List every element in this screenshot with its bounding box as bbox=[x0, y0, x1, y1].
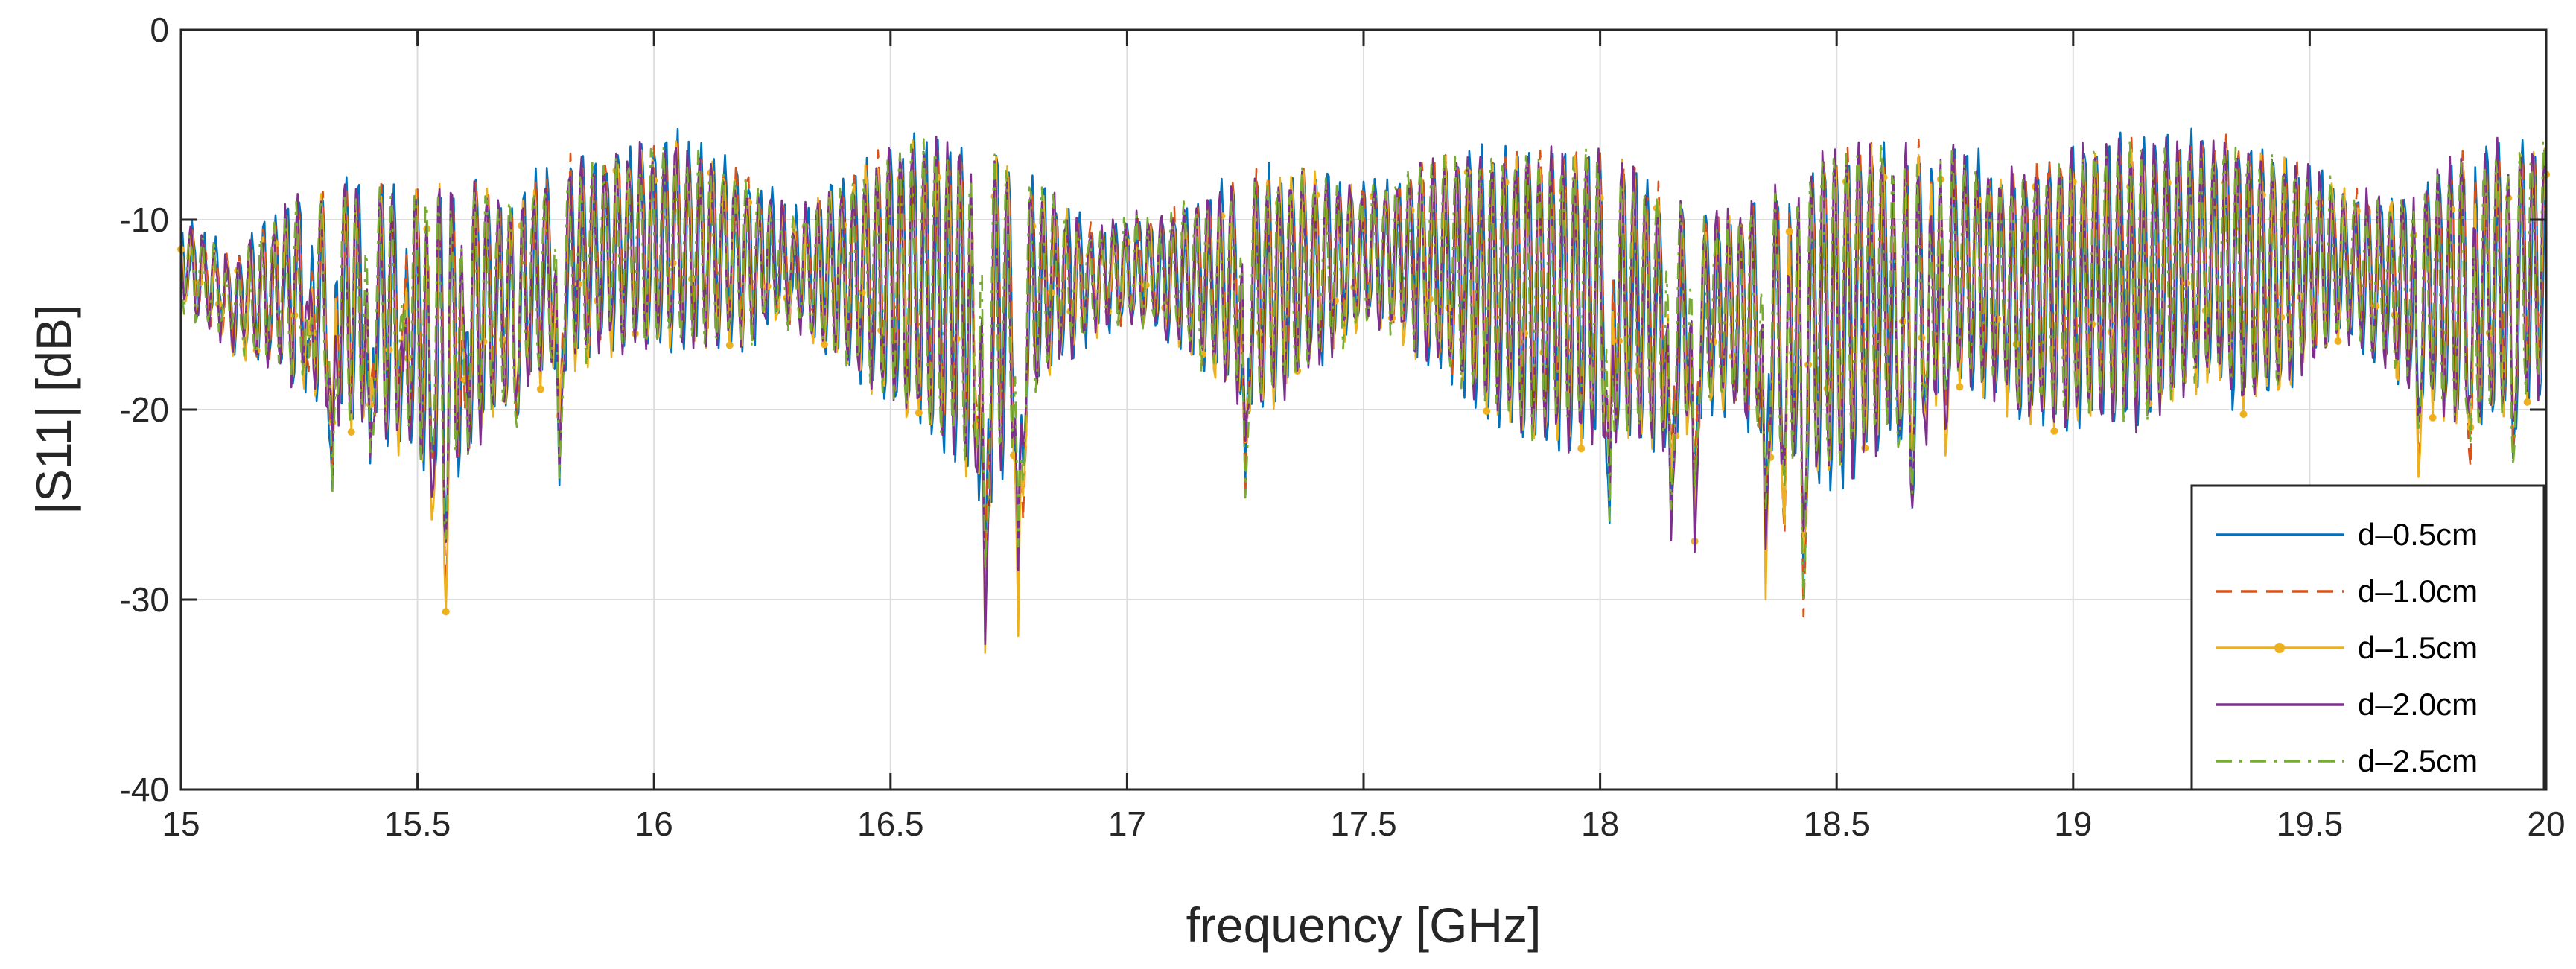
y-axis-title: |S11| [dB] bbox=[26, 305, 81, 515]
x-tick-label: 20 bbox=[2527, 804, 2565, 843]
x-tick-label: 16 bbox=[635, 804, 673, 843]
series-marker bbox=[1425, 295, 1434, 303]
series-marker bbox=[1766, 453, 1775, 461]
x-tick-label: 15.5 bbox=[384, 804, 451, 843]
x-tick-label: 17 bbox=[1108, 804, 1146, 843]
series-marker bbox=[1785, 228, 1793, 235]
y-tick-label: -40 bbox=[120, 770, 169, 809]
legend: d–0.5cm d–1.0cm d–1.5cm d–2.0cm d–2.5cm bbox=[2190, 484, 2545, 791]
legend-label: d–0.5cm bbox=[2358, 517, 2478, 552]
legend-label: d–1.0cm bbox=[2358, 574, 2478, 609]
x-tick-label: 19.5 bbox=[2277, 804, 2344, 843]
legend-label: d–2.0cm bbox=[2358, 687, 2478, 722]
series-marker bbox=[915, 409, 923, 417]
series-marker bbox=[536, 385, 544, 393]
tick-labels: 15 15.5 16 16.5 17 17.5 18 18.5 19 19.5 20 0 -10 -20 -… bbox=[120, 10, 2566, 843]
legend-label: d–1.5cm bbox=[2358, 630, 2478, 665]
series-marker bbox=[366, 401, 375, 409]
series-marker bbox=[2239, 410, 2248, 418]
series-marker bbox=[1956, 383, 1964, 391]
series-layer bbox=[177, 127, 2550, 654]
series-marker bbox=[2429, 413, 2437, 422]
x-tick-label: 15 bbox=[162, 804, 200, 843]
y-tick-label: -10 bbox=[120, 200, 169, 239]
series-marker bbox=[442, 608, 450, 616]
series-marker bbox=[2523, 398, 2531, 406]
series-marker bbox=[820, 340, 828, 349]
legend-box bbox=[2190, 484, 2545, 791]
legend-marker bbox=[2274, 643, 2285, 653]
y-tick-label: 0 bbox=[150, 10, 169, 49]
series-marker bbox=[347, 428, 355, 436]
series-line-d-2-5cm bbox=[179, 136, 2548, 602]
y-tick-label: -20 bbox=[120, 390, 169, 429]
x-axis-title: frequency [GHz] bbox=[1186, 897, 1542, 953]
series-marker bbox=[725, 341, 734, 349]
series-marker bbox=[1483, 407, 1491, 415]
x-tick-label: 18 bbox=[1581, 804, 1619, 843]
x-tick-label: 18.5 bbox=[1803, 804, 1870, 843]
series-marker bbox=[2334, 337, 2342, 345]
y-tick-label: -30 bbox=[120, 580, 169, 619]
x-tick-label: 16.5 bbox=[857, 804, 924, 843]
series-marker bbox=[1577, 445, 1586, 453]
x-tick-label: 17.5 bbox=[1330, 804, 1397, 843]
series-marker bbox=[2050, 427, 2058, 435]
legend-label: d–2.5cm bbox=[2358, 743, 2478, 778]
series-marker bbox=[1142, 281, 1150, 289]
x-tick-label: 19 bbox=[2054, 804, 2092, 843]
